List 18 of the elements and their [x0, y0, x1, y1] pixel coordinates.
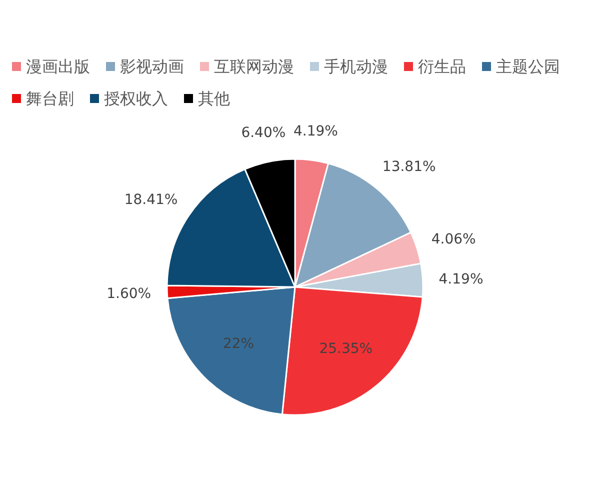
legend-label: 互联网动漫	[214, 57, 294, 76]
legend-label: 漫画出版	[26, 57, 90, 76]
data-label: 25.35%	[319, 340, 373, 357]
legend-label: 手机动漫	[324, 57, 388, 76]
legend-label: 影视动画	[120, 57, 184, 76]
data-label: 4.19%	[293, 123, 338, 140]
data-label: 1.60%	[106, 286, 152, 302]
legend-label: 主题公园	[496, 57, 560, 76]
data-label: 13.81%	[382, 158, 436, 175]
data-label: 6.40%	[241, 125, 286, 142]
data-label: 22%	[222, 336, 254, 352]
data-label: 18.41%	[124, 192, 178, 208]
legend-label: 授权收入	[104, 89, 168, 108]
legend-label: 其他	[198, 89, 230, 108]
data-label: 4.19%	[438, 272, 484, 288]
legend-label: 衍生品	[418, 57, 466, 76]
legend-label: 舞台剧	[26, 89, 74, 108]
data-label: 4.06%	[431, 231, 476, 248]
